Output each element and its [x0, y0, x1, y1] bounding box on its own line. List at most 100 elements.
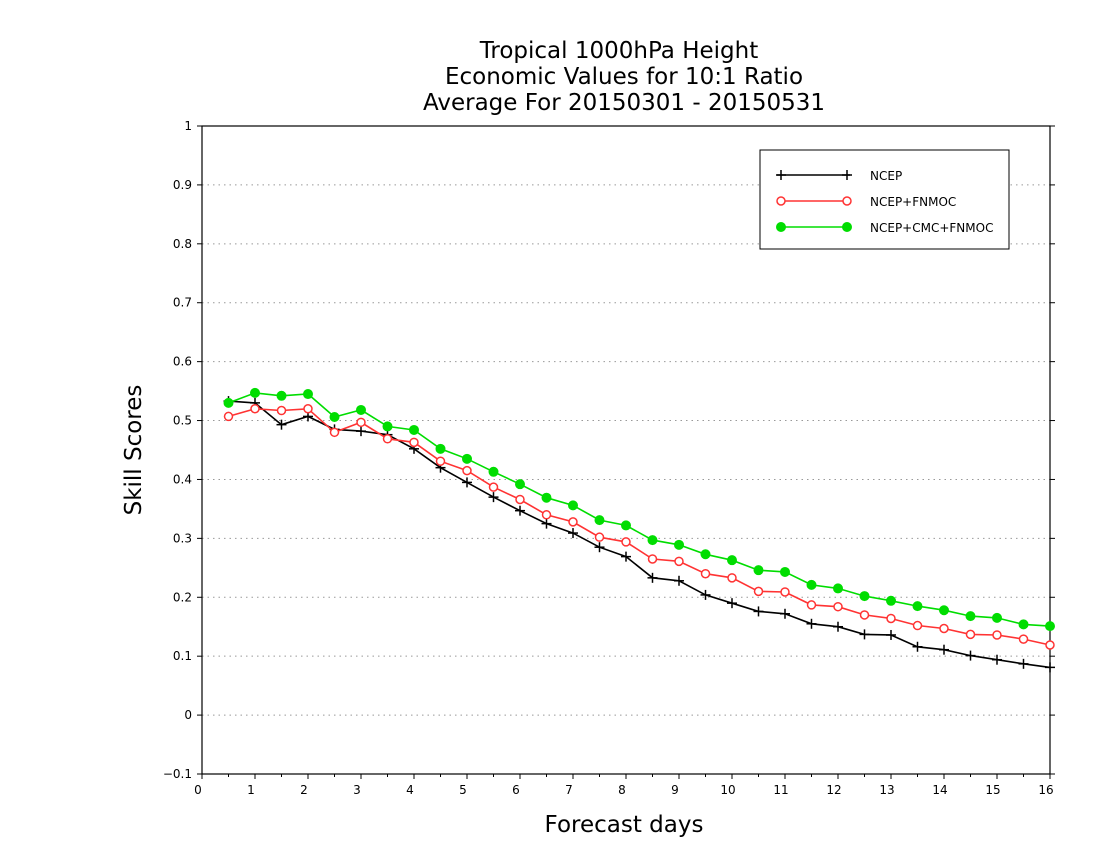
y-axis-label: Skill Scores: [121, 385, 147, 516]
data-point: [1018, 634, 1029, 644]
data-point: [488, 482, 499, 492]
data-point: [727, 555, 737, 566]
data-point: [859, 629, 870, 640]
data-point: [568, 528, 578, 539]
series-line: [228, 392, 1051, 627]
data-point: [276, 419, 287, 430]
data-point: [753, 565, 764, 576]
data-point: [939, 605, 949, 616]
data-point: [647, 535, 658, 546]
data-point: [382, 421, 393, 432]
data-point: [621, 537, 631, 547]
data-point: [700, 549, 711, 560]
data-point: [435, 443, 446, 454]
data-point: [568, 517, 578, 527]
data-point: [886, 613, 896, 624]
x-tick-label: 12: [826, 783, 841, 797]
data-point: [700, 589, 711, 600]
data-point: [250, 387, 260, 398]
data-point: [833, 601, 843, 612]
data-point: [541, 492, 552, 503]
data-point: [1045, 640, 1055, 650]
data-point: [515, 505, 525, 516]
y-tick-label: 1: [184, 119, 192, 133]
data-point: [753, 586, 764, 597]
data-point: [303, 389, 313, 400]
data-point: [1018, 658, 1029, 669]
data-point: [753, 606, 764, 617]
data-point: [806, 618, 817, 629]
data-point: [488, 466, 499, 477]
x-tick-label: 7: [565, 783, 573, 797]
x-tick-label: 0: [194, 783, 202, 797]
data-point: [223, 411, 234, 422]
x-tick-label: 5: [459, 783, 467, 797]
series-2: [223, 387, 1055, 632]
legend-marker: [776, 196, 786, 206]
y-tick-label: 0.6: [173, 355, 192, 369]
y-tick-label: 0.2: [173, 590, 192, 604]
data-point: [780, 587, 790, 597]
data-point: [674, 556, 684, 567]
x-tick-label: 10: [720, 783, 735, 797]
data-point: [806, 579, 817, 590]
x-tick-label: 8: [618, 783, 626, 797]
data-point: [409, 424, 419, 435]
data-point: [727, 598, 737, 609]
legend: NCEP NCEP+FNMOC NCEP+CMC+FNMOC: [759, 149, 1010, 250]
x-tick-label: 1: [247, 783, 255, 797]
data-point: [780, 608, 790, 619]
x-tick-label: 15: [985, 783, 1000, 797]
data-point: [276, 390, 287, 401]
data-point: [859, 610, 870, 620]
data-point: [674, 539, 684, 550]
y-tick-label: 0.5: [173, 414, 192, 428]
axis-ticks: −0.100.10.20.30.40.50.60.70.80.910 1 2 3 4 5 6…: [163, 119, 1055, 797]
series-1: [223, 404, 1055, 650]
data-point: [541, 510, 552, 520]
data-point: [886, 629, 896, 640]
chart-title-line-3: Average For 20150301 - 20150531: [423, 90, 825, 116]
legend-marker: [776, 222, 786, 232]
data-point: [833, 621, 843, 632]
y-tick-label: 0.9: [173, 178, 192, 192]
x-tick-label: 4: [406, 783, 414, 797]
data-point: [727, 573, 737, 583]
data-point: [965, 650, 976, 661]
data-point: [647, 554, 658, 564]
data-point: [462, 453, 472, 464]
series-0: [223, 396, 1055, 673]
legend-marker: [842, 196, 852, 206]
x-tick-label: 9: [671, 783, 679, 797]
y-tick-label: 0.3: [173, 531, 192, 545]
data-point: [806, 600, 817, 610]
data-point: [674, 575, 684, 586]
data-point: [462, 465, 472, 476]
y-tick-label: 0.8: [173, 237, 192, 251]
data-point: [356, 404, 366, 415]
data-point: [912, 601, 923, 612]
data-point: [700, 568, 711, 579]
series-line: [228, 407, 1051, 646]
data-point: [647, 572, 658, 583]
data-point: [780, 566, 790, 577]
legend-marker: [842, 222, 852, 232]
data-point: [992, 612, 1002, 623]
data-point: [912, 620, 923, 631]
data-point: [488, 492, 499, 503]
legend-label: NCEP: [870, 169, 902, 183]
data-point: [594, 532, 605, 542]
legend-box: [759, 149, 1010, 250]
x-tick-label: 14: [932, 783, 947, 797]
x-axis-label: Forecast days: [545, 812, 704, 838]
legend-marker: [776, 170, 786, 180]
x-tick-label: 3: [353, 783, 361, 797]
data-point: [594, 515, 605, 526]
data-point: [250, 404, 260, 414]
x-tick-label: 11: [773, 783, 788, 797]
legend-label: NCEP+CMC+FNMOC: [870, 221, 993, 235]
legend-label: NCEP+FNMOC: [870, 195, 956, 209]
y-tick-label: 0.1: [173, 649, 192, 663]
data-point: [939, 623, 949, 634]
